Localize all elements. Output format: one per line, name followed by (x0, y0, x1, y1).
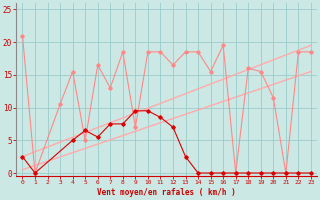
X-axis label: Vent moyen/en rafales ( km/h ): Vent moyen/en rafales ( km/h ) (97, 188, 236, 197)
